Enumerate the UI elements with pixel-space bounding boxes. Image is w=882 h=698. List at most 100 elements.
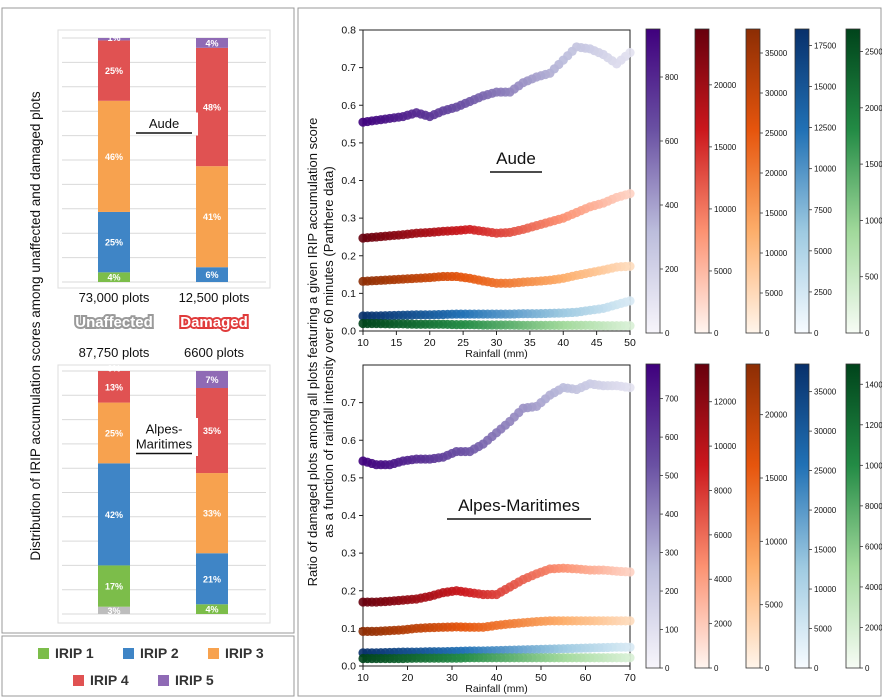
colorbar-tick-label: 2000 [865, 104, 882, 113]
y-tick-label: 0.6 [341, 435, 356, 447]
colorbar-tick-label: 600 [665, 433, 679, 442]
colorbar-greens-aude: 05001000150020002500 [846, 29, 882, 338]
bar-label: 4% [205, 605, 218, 615]
colorbar-reds-aude: 0 5000 10000 15000 20000 [695, 29, 737, 338]
y-tick-label: 0.1 [341, 623, 356, 635]
alpes-bar-box [58, 365, 270, 623]
bar-label: 6% [205, 270, 218, 280]
x-tick-label: 60 [580, 672, 592, 684]
bar-label: 35% [203, 426, 221, 436]
bar-label: 25% [105, 66, 123, 76]
colorbar-gradient [746, 364, 760, 668]
y-tick-label: 0.0 [341, 661, 356, 673]
x-tick-label: 10 [357, 672, 369, 684]
bar-label: 25% [105, 238, 123, 248]
left-y-label: Distribution of IRIP accumulation scores… [28, 91, 43, 561]
colorbar-greens-alpes: 0 2000 4000 6000 8000 10000 12000 14000 [846, 364, 882, 673]
x-tick-label: 10 [357, 337, 369, 349]
colorbar-tick-label: 35000 [765, 49, 788, 58]
colorbar-tick-label: 5000 [765, 289, 783, 298]
colorbar-blues-aude: 025005000750010000125001500017500 [795, 29, 837, 338]
plots-aude-damaged: 12,500 plots [179, 290, 250, 305]
colorbar-tick-label: 35000 [814, 388, 837, 397]
colorbar-tick-label: 12000 [714, 398, 737, 407]
colorbar-tick-label: 8000 [714, 486, 732, 495]
bar-label: 33% [203, 509, 221, 519]
colorbar-tick-label: 0 [765, 664, 770, 673]
bar-label: 21% [203, 574, 221, 584]
bar-label: 4% [205, 38, 218, 48]
colorbar-tick-label: 0 [665, 664, 670, 673]
x-tick-label: 50 [624, 337, 636, 349]
colorbar-tick-label: 15000 [814, 83, 837, 92]
colorbar-tick-label: 600 [665, 137, 679, 146]
bar-label: 48% [203, 103, 221, 113]
data-point-irip-2 [625, 643, 634, 652]
colorbar-tick-label: 0 [765, 329, 770, 338]
colorbar-tick-label: 10000 [814, 585, 837, 594]
x-tick-label: 30 [446, 672, 458, 684]
colorbar-tick-label: 10000 [714, 442, 737, 451]
y-tick-label: 0.5 [341, 137, 356, 149]
colorbar-oranges-aude: 05000100001500020000250003000035000 [746, 29, 788, 338]
colorbar-tick-label: 5000 [714, 267, 732, 276]
bar-label: 46% [105, 152, 123, 162]
x-tick-label: 50 [535, 672, 547, 684]
colorbar-oranges-alpes: 0 5000 10000 15000 20000 [746, 364, 788, 673]
legend-swatch [73, 675, 84, 686]
colorbar-gradient [846, 364, 860, 668]
colorbar-tick-label: 300 [665, 549, 679, 558]
y-tick-label: 0.3 [341, 548, 356, 560]
y-tick-label: 0.2 [341, 250, 356, 262]
x-tick-label: 15 [391, 337, 403, 349]
colorbar-gradient [795, 29, 809, 333]
colorbar-reds-alpes: 0 2000 4000 6000 8000 10000 12000 [695, 364, 737, 673]
colorbar-purples-aude: 0200400600800 [646, 29, 679, 338]
y-tick-label: 0.4 [341, 175, 356, 187]
data-point-irip-3 [625, 616, 634, 625]
colorbar-tick-label: 4000 [714, 575, 732, 584]
colorbar-tick-label: 10000 [765, 249, 788, 258]
colorbar-gradient [746, 29, 760, 333]
colorbar-tick-label: 0 [714, 329, 719, 338]
colorbar-tick-label: 4000 [865, 583, 882, 592]
y-tick-label: 0.7 [341, 397, 356, 409]
colorbar-tick-label: 14000 [865, 380, 882, 389]
colorbar-tick-label: 0 [814, 329, 819, 338]
colorbar-tick-label: 0 [714, 664, 719, 673]
legend-swatch [38, 648, 49, 659]
colorbar-gradient [795, 364, 809, 668]
x-tick-label: 70 [624, 672, 636, 684]
y-tick-label: 0.6 [341, 100, 356, 112]
plots-alpes-damaged: 6600 plots [184, 345, 244, 360]
colorbar-blues-alpes: 0 5000 10000 15000 20000 25000 30000 35000 [795, 364, 837, 673]
colorbar-tick-label: 1000 [865, 216, 882, 225]
colorbar-tick-label: 1500 [865, 160, 882, 169]
bar-label: 17% [105, 582, 123, 592]
colorbar-tick-label: 200 [665, 587, 679, 596]
colorbar-tick-label: 0 [865, 664, 870, 673]
colorbar-gradient [846, 29, 860, 333]
colorbar-purples-alpes: 0 100 200 300 400 500 600 700 [646, 364, 679, 673]
colorbar-tick-label: 8000 [865, 502, 882, 511]
y-tick-label: 0.1 [341, 288, 356, 300]
colorbar-tick-label: 2000 [714, 620, 732, 629]
x-tick-label: 20 [424, 337, 436, 349]
colorbar-tick-label: 0 [865, 329, 870, 338]
colorbar-tick-label: 15000 [714, 143, 737, 152]
colorbar-tick-label: 10000 [714, 205, 737, 214]
colorbar-tick-label: 6000 [865, 542, 882, 551]
colorbar-gradient [646, 29, 660, 333]
data-point-irip-1 [625, 321, 634, 330]
y-tick-label: 0.0 [341, 326, 356, 338]
colorbar-tick-label: 2000 [865, 623, 882, 632]
legend-label: IRIP 5 [175, 672, 214, 688]
colorbar-tick-label: 200 [665, 265, 679, 274]
x-tick-label: 40 [557, 337, 569, 349]
bar-label: 25% [105, 428, 123, 438]
scatter-plot-aude: 10 15 20 25 30 35 40 45 500.00.10.20.30.40.50.60… [341, 25, 636, 361]
colorbar-tick-label: 10000 [765, 537, 788, 546]
aude-bar-box [58, 30, 270, 288]
colorbar-tick-label: 20000 [714, 81, 737, 90]
